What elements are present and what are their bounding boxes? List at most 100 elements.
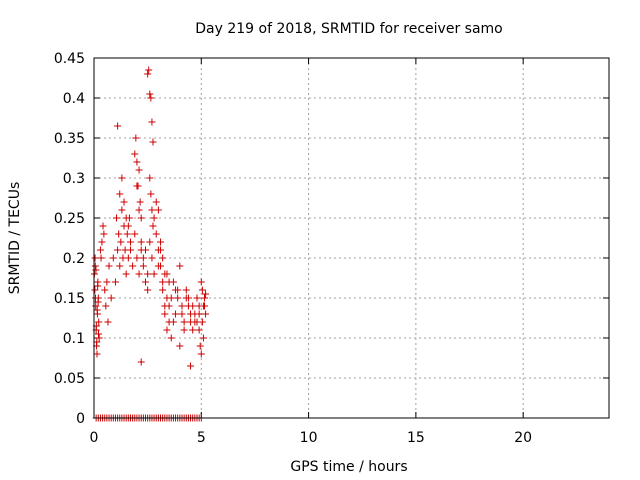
data-point bbox=[133, 254, 141, 262]
data-point bbox=[187, 310, 195, 318]
data-point bbox=[199, 334, 207, 342]
x-tick-label: 15 bbox=[407, 430, 425, 446]
data-point bbox=[176, 262, 184, 270]
data-point bbox=[131, 230, 139, 238]
data-point bbox=[150, 270, 158, 278]
data-point bbox=[159, 278, 167, 286]
data-point bbox=[139, 262, 147, 270]
data-point bbox=[116, 190, 124, 198]
y-tick-label: 0.1 bbox=[63, 331, 85, 347]
data-point bbox=[122, 270, 130, 278]
data-point bbox=[111, 278, 119, 286]
data-point bbox=[189, 302, 197, 310]
data-point bbox=[95, 318, 103, 326]
data-point bbox=[201, 294, 209, 302]
data-point bbox=[145, 66, 153, 74]
data-point bbox=[120, 198, 128, 206]
data-point bbox=[149, 222, 157, 230]
data-point bbox=[163, 326, 171, 334]
data-point bbox=[152, 230, 160, 238]
data-point bbox=[182, 286, 190, 294]
data-point bbox=[167, 334, 175, 342]
data-point bbox=[191, 318, 199, 326]
data-point bbox=[169, 318, 177, 326]
data-point bbox=[137, 358, 145, 366]
data-point bbox=[117, 238, 125, 246]
data-point bbox=[146, 238, 154, 246]
data-point bbox=[154, 262, 162, 270]
data-point bbox=[152, 198, 160, 206]
data-point bbox=[147, 94, 155, 102]
data-point bbox=[93, 306, 101, 314]
y-tick-label: 0.45 bbox=[54, 51, 85, 67]
x-tick-label: 10 bbox=[300, 430, 318, 446]
data-point bbox=[96, 246, 104, 254]
data-point bbox=[101, 286, 109, 294]
data-point bbox=[176, 342, 184, 350]
data-point bbox=[148, 206, 156, 214]
data-point bbox=[100, 230, 108, 238]
data-point bbox=[109, 254, 117, 262]
y-tick-label: 0.35 bbox=[54, 131, 85, 147]
data-point bbox=[97, 254, 105, 262]
data-point bbox=[92, 302, 100, 310]
data-point bbox=[118, 174, 126, 182]
data-point bbox=[146, 90, 154, 98]
data-point bbox=[91, 286, 99, 294]
data-point bbox=[104, 318, 112, 326]
data-point bbox=[124, 254, 132, 262]
data-point bbox=[142, 278, 149, 286]
tick-labels: 0 0.05 0.1 0.15 0.2 0.25 0.3 0.35 0.4 0.45 0 5 10 15 2… bbox=[54, 51, 532, 446]
data-point bbox=[159, 286, 167, 294]
data-point bbox=[113, 214, 121, 222]
data-point bbox=[137, 238, 145, 246]
data-point bbox=[172, 310, 180, 318]
y-tick-label: 0.3 bbox=[63, 171, 85, 187]
data-point bbox=[134, 182, 142, 190]
data-point bbox=[148, 118, 156, 126]
data-point bbox=[169, 278, 177, 286]
data-point bbox=[137, 214, 145, 222]
data-point bbox=[95, 330, 103, 338]
data-point bbox=[118, 206, 126, 214]
data-point bbox=[103, 278, 111, 286]
data-point bbox=[126, 246, 134, 254]
data-point bbox=[198, 286, 206, 294]
data-point bbox=[126, 238, 134, 246]
data-point bbox=[197, 278, 205, 286]
data-point bbox=[196, 342, 204, 350]
data-point bbox=[115, 230, 123, 238]
data-point bbox=[193, 294, 201, 302]
data-point bbox=[163, 270, 171, 278]
data-point bbox=[135, 270, 143, 278]
data-point bbox=[167, 294, 175, 302]
data-point bbox=[165, 302, 173, 310]
data-point bbox=[157, 246, 165, 254]
y-tick-label: 0.05 bbox=[54, 371, 85, 387]
data-point bbox=[148, 254, 156, 262]
data-point bbox=[92, 294, 100, 302]
data-point bbox=[154, 206, 162, 214]
y-tick-label: 0.2 bbox=[63, 251, 85, 267]
data-point bbox=[195, 310, 203, 318]
data-point bbox=[180, 326, 188, 334]
data-point bbox=[114, 122, 122, 130]
data-point bbox=[184, 294, 192, 302]
data-point bbox=[174, 294, 182, 302]
data-point bbox=[187, 362, 195, 370]
data-point bbox=[135, 206, 143, 214]
data-point bbox=[107, 294, 115, 302]
data-point bbox=[172, 286, 180, 294]
data-point bbox=[122, 214, 130, 222]
data-point bbox=[131, 150, 139, 158]
y-axis-label: SRMTID / TECUs bbox=[7, 182, 23, 295]
data-point bbox=[114, 246, 122, 254]
x-axis-label: GPS time / hours bbox=[290, 459, 407, 475]
data-point bbox=[144, 270, 152, 278]
data-point bbox=[178, 310, 186, 318]
x-tick-label: 0 bbox=[90, 430, 99, 446]
data-point bbox=[116, 262, 124, 270]
data-point bbox=[105, 262, 113, 270]
